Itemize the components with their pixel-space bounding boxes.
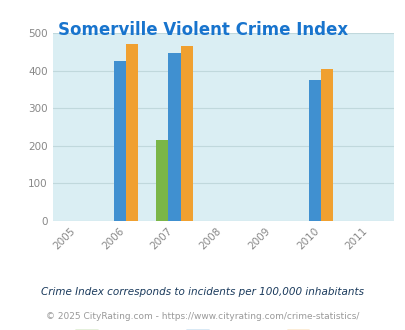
Bar <box>156 140 168 221</box>
Bar <box>126 44 138 221</box>
Text: © 2025 CityRating.com - https://www.cityrating.com/crime-statistics/: © 2025 CityRating.com - https://www.city… <box>46 312 359 321</box>
Text: Crime Index corresponds to incidents per 100,000 inhabitants: Crime Index corresponds to incidents per… <box>41 287 364 297</box>
Bar <box>113 61 126 221</box>
Legend: Somerville, Alabama, National: Somerville, Alabama, National <box>70 325 375 330</box>
Bar <box>168 53 180 221</box>
Bar <box>320 69 332 221</box>
Bar <box>308 80 320 221</box>
Text: Somerville Violent Crime Index: Somerville Violent Crime Index <box>58 21 347 40</box>
Bar <box>180 46 192 221</box>
